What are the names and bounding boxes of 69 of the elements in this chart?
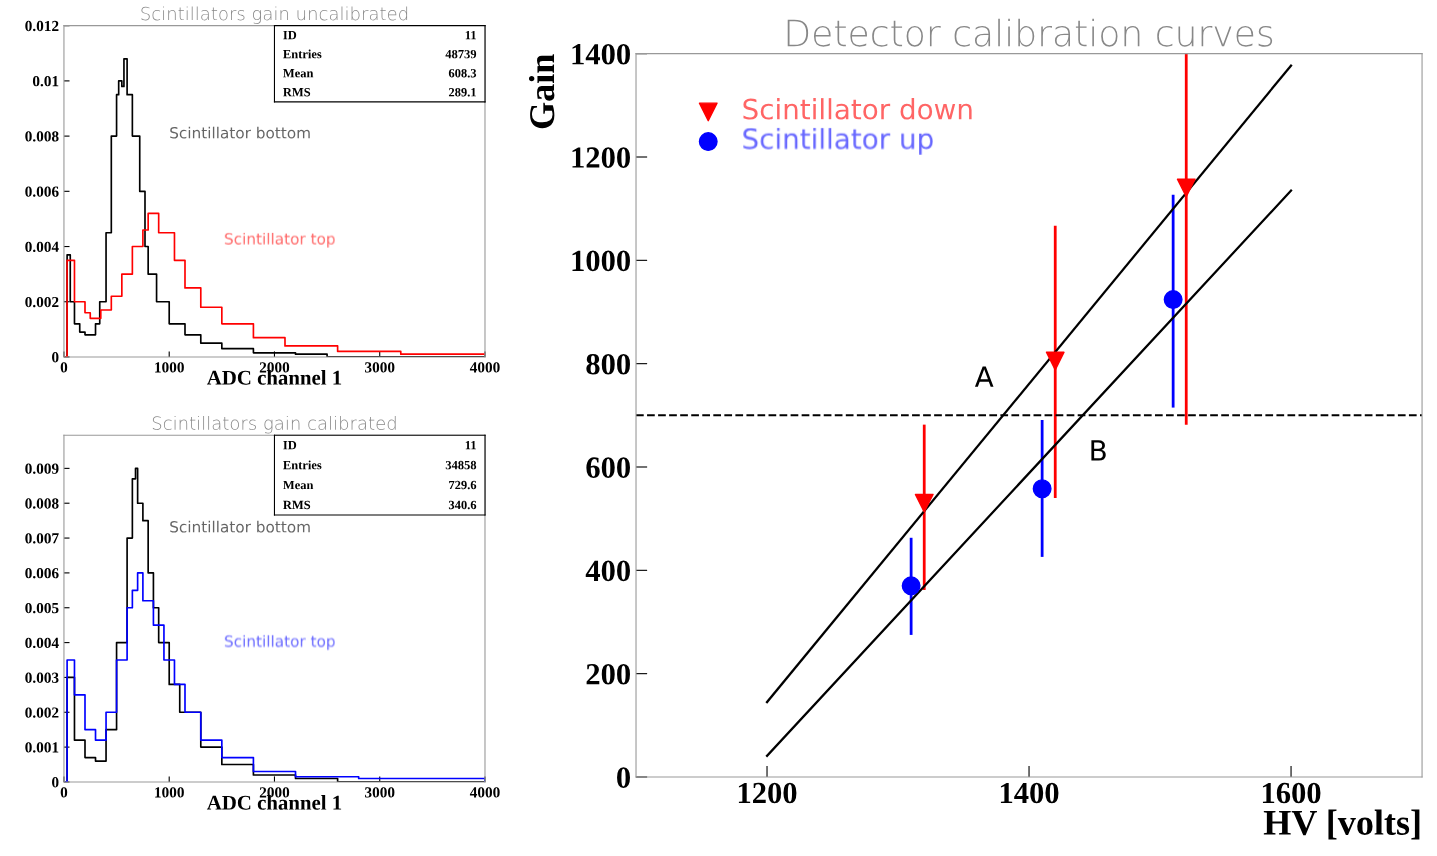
x-tick-label: 0 xyxy=(60,787,68,798)
y-tick-label: 0.004 xyxy=(25,637,59,649)
y-tick-label: 1400 xyxy=(572,43,630,65)
y-tick-label: 200 xyxy=(586,663,630,685)
annotation: 729.6 xyxy=(449,480,477,490)
y-tick-label: 0.003 xyxy=(25,672,59,683)
x-tick-label: 4000 xyxy=(469,362,500,373)
x-axis-title: HV [volts] xyxy=(1263,809,1420,840)
y-tick-label: 800 xyxy=(586,353,630,375)
y-tick-label: 0.001 xyxy=(25,742,59,753)
x-tick-label: 4000 xyxy=(469,787,500,798)
chart-title: Detector calibration curves xyxy=(787,18,1273,47)
y-tick-label: 0.008 xyxy=(25,131,59,142)
x-tick-label: 1400 xyxy=(1000,782,1059,804)
y-tick-label: 1200 xyxy=(572,147,630,168)
y-tick-label: 0.002 xyxy=(25,296,59,308)
annotation: 340.6 xyxy=(448,500,477,510)
x-tick-label: 1000 xyxy=(155,362,184,373)
annotation: Mean xyxy=(283,69,314,78)
y-tick-label: 0.006 xyxy=(25,186,59,197)
annotation: B xyxy=(1091,440,1106,461)
point xyxy=(1045,351,1065,371)
text: Scintillator top xyxy=(224,635,335,650)
series-label: Scintillator bottom xyxy=(170,126,310,139)
y-tick-label: 1000 xyxy=(572,250,630,272)
point xyxy=(901,576,921,596)
y-tick-label: 400 xyxy=(585,560,630,582)
chart-title: Scintillators gain calibrated xyxy=(152,416,396,434)
point xyxy=(1032,479,1052,499)
x-tick-label: 0 xyxy=(60,362,68,373)
x-tick-label: 1200 xyxy=(738,782,797,804)
y-tick-label: 0.006 xyxy=(25,568,59,579)
y-tick-label: 600 xyxy=(586,457,630,478)
y-tick-label: 0.004 xyxy=(25,241,59,253)
point xyxy=(1163,290,1183,310)
annotation: 48739 xyxy=(445,49,477,59)
y-tick-label: 0.005 xyxy=(25,602,59,614)
y-tick-label: 0.007 xyxy=(25,533,59,544)
legend-label: Scintillator up xyxy=(743,127,933,155)
annotation: RMS xyxy=(283,500,311,510)
legend-label: Scintillator down xyxy=(743,98,972,120)
annotation: 11 xyxy=(465,30,476,40)
x-tick-label: 1000 xyxy=(155,787,184,798)
y-tick-label: 0.002 xyxy=(25,707,59,718)
x-tick-label: 3000 xyxy=(365,787,395,798)
chart-title: Scintillators gain uncalibrated xyxy=(141,6,408,24)
annotation: ID xyxy=(283,441,297,450)
y-tick-label: 0.01 xyxy=(32,76,59,87)
series-label: Scintillator bottom xyxy=(170,520,310,533)
annotation: 34858 xyxy=(445,460,477,470)
point xyxy=(1176,178,1196,198)
y-tick-label: 0.008 xyxy=(25,498,59,509)
y-tick-label: 0.012 xyxy=(25,20,59,32)
y-tick-label: 0.009 xyxy=(25,463,59,474)
point xyxy=(914,493,934,513)
annotation: A xyxy=(974,366,994,387)
annotation: Entries xyxy=(283,49,322,59)
y-tick-label: 0 xyxy=(52,352,59,363)
annotation: Entries xyxy=(283,460,322,470)
annotation: RMS xyxy=(283,88,311,97)
annotation: Mean xyxy=(283,480,314,490)
x-tick-label: 1600 xyxy=(1262,782,1321,804)
annotation: 289.1 xyxy=(448,87,476,97)
annotation: ID xyxy=(283,30,297,40)
text: Scintillator top xyxy=(224,232,335,248)
annotation: 608.3 xyxy=(448,68,477,78)
annotation: 11 xyxy=(465,440,476,450)
x-tick-label: 3000 xyxy=(365,362,395,373)
y-axis-title: Gain xyxy=(528,54,555,129)
